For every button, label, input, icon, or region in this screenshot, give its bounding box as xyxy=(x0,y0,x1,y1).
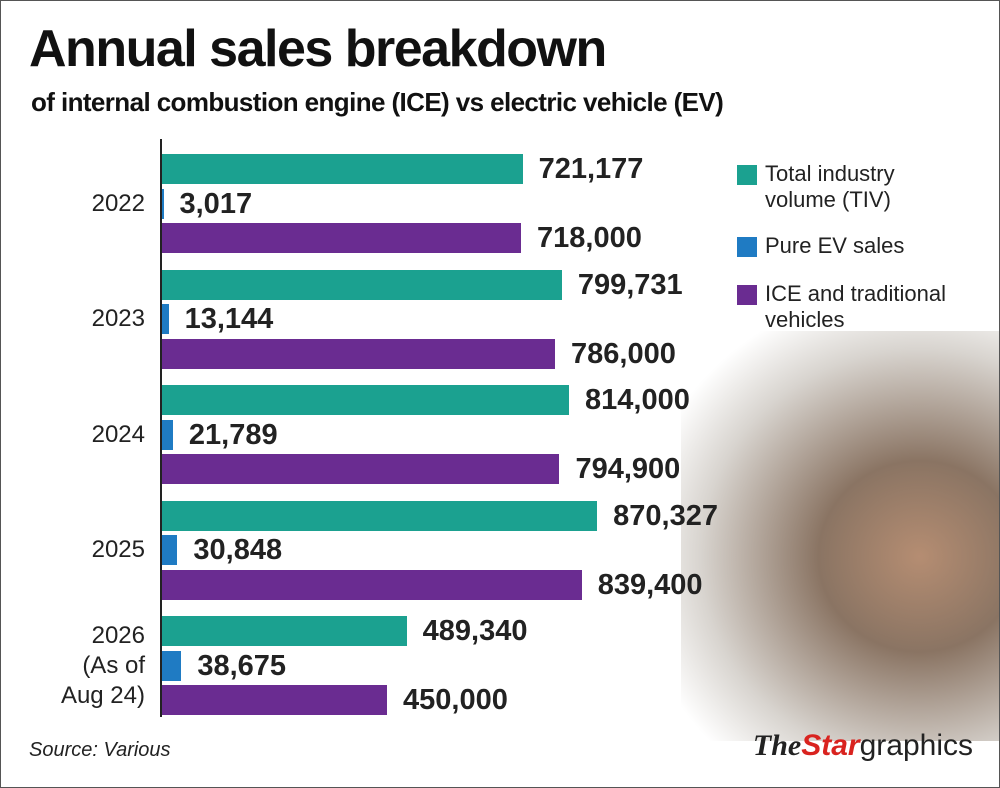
legend-label: ICE and traditional vehicles xyxy=(765,281,946,332)
value-label: 13,144 xyxy=(184,303,274,335)
value-label: 721,177 xyxy=(538,153,644,185)
logo-part: The xyxy=(752,729,802,762)
legend-swatch xyxy=(737,237,757,257)
legend-swatch xyxy=(737,165,757,185)
value-label: 718,000 xyxy=(537,222,642,254)
value-label: 794,900 xyxy=(575,453,681,485)
value-label: 38,675 xyxy=(197,649,287,682)
y-tick-label: 2025 xyxy=(91,536,145,563)
value-label: 30,848 xyxy=(193,534,283,566)
bar xyxy=(162,188,164,219)
y-tick-label: 2022 xyxy=(91,189,145,217)
legend-label: Total industry volume (TIV) xyxy=(765,161,895,212)
chart-subtitle: of internal combustion engine (ICE) vs e… xyxy=(31,87,724,117)
legend-label: Pure EV sales xyxy=(765,233,905,258)
y-tick-label: 2026 (As of Aug 24) xyxy=(60,621,145,709)
legend-swatch xyxy=(737,285,757,305)
source: Source: Various xyxy=(29,739,171,761)
value-label: 3,017 xyxy=(179,187,253,220)
y-tick-label: 2023 xyxy=(91,305,145,332)
bar xyxy=(162,569,582,600)
bar xyxy=(162,650,182,681)
bar xyxy=(162,269,562,300)
bar xyxy=(162,419,173,450)
value-label: 21,789 xyxy=(188,418,278,451)
chart-title: Annual sales breakdown xyxy=(29,20,607,78)
axis-line xyxy=(160,139,162,717)
y-tick-label: 2024 xyxy=(91,420,145,448)
value-label: 489,340 xyxy=(422,615,528,647)
value-label: 799,731 xyxy=(577,268,683,301)
bar xyxy=(162,535,178,565)
value-label: 786,000 xyxy=(571,337,676,370)
value-label: 450,000 xyxy=(403,684,508,716)
bar xyxy=(162,154,523,184)
bar xyxy=(162,223,521,253)
logo-part: graphics xyxy=(859,729,973,762)
value-label: 839,400 xyxy=(597,568,703,601)
photo-background xyxy=(681,331,999,741)
logo: TheStargraphics xyxy=(753,729,973,763)
bar xyxy=(162,616,407,646)
bar xyxy=(162,304,169,334)
bar xyxy=(162,385,569,415)
bar xyxy=(162,500,598,531)
bar xyxy=(162,338,555,369)
logo-part: Star xyxy=(801,729,860,762)
bar xyxy=(162,454,560,484)
bar xyxy=(162,685,387,715)
value-label: 870,327 xyxy=(613,499,718,532)
value-label: 814,000 xyxy=(585,384,690,416)
